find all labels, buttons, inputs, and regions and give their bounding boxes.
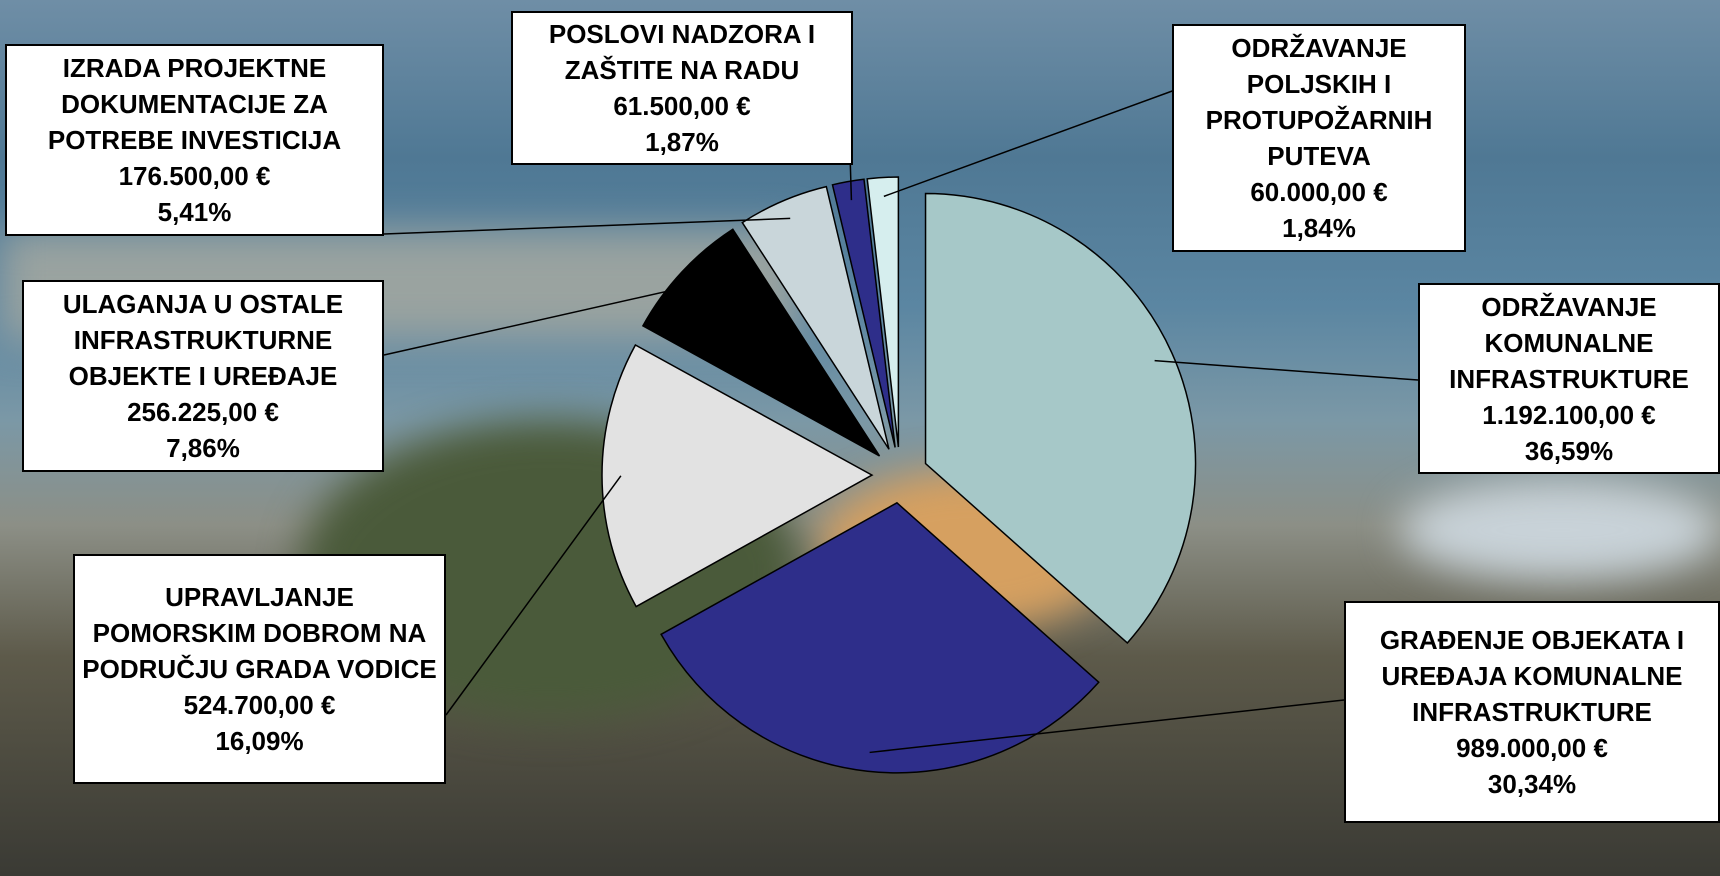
bg-umbrella [1400, 480, 1720, 580]
label-name: ODRŽAVANJE KOMUNALNE INFRASTRUKTURE [1449, 291, 1689, 394]
pie-slice [831, 178, 896, 448]
slice-label: ODRŽAVANJE POLJSKIH I PROTUPOŽARNIH PUTE… [1172, 24, 1466, 252]
leader-line [445, 475, 622, 716]
pie-slice [741, 185, 890, 450]
label-value: 1.192.100,00 € [1482, 399, 1656, 430]
pie-slice [924, 192, 1197, 644]
slice-label: GRAĐENJE OBJEKATA I UREĐAJA KOMUNALNE IN… [1344, 601, 1720, 823]
leader-line [1154, 359, 1419, 381]
label-value: 1,84% [1282, 213, 1356, 243]
pie-slice [660, 501, 1100, 774]
label-value: 60.000,00 € [1250, 177, 1388, 207]
label-name: POSLOVI NADZORA I ZAŠTITE NA RADU [548, 19, 816, 85]
slice-label: IZRADA PROJEKTNE DOKUMENTACIJE ZA POTREB… [5, 44, 384, 236]
label-value: 16,09% [215, 726, 304, 756]
label-name: GRAĐENJE OBJEKATA I UREĐAJA KOMUNALNE IN… [1379, 625, 1685, 727]
slice-label: POSLOVI NADZORA I ZAŠTITE NA RADU 61.500,… [511, 11, 853, 165]
leader-line [383, 284, 696, 356]
label-name: ODRŽAVANJE POLJSKIH I PROTUPOŽARNIH PUTE… [1205, 33, 1433, 171]
slice-label: UPRAVLJANJE POMORSKIM DOBROM NA PODRUČJU… [73, 554, 446, 784]
label-value: 61.500,00 € [613, 91, 751, 121]
slice-label: ULAGANJA U OSTALE INFRASTRUKTURNE OBJEKT… [22, 280, 384, 472]
label-value: 524.700,00 € [183, 690, 336, 720]
leader-line [383, 217, 791, 235]
label-value: 256.225,00 € [127, 397, 279, 427]
label-value: 1,87% [645, 127, 719, 157]
pie-slice [601, 344, 874, 608]
label-value: 7,86% [166, 433, 240, 463]
label-value: 176.500,00 € [118, 161, 271, 191]
label-value: 30,34% [1487, 769, 1577, 799]
label-value: 5,41% [157, 197, 232, 227]
slice-label: ODRŽAVANJE KOMUNALNE INFRASTRUKTURE 1.192… [1418, 283, 1720, 474]
label-value: 989.000,00 € [1456, 733, 1608, 763]
pie-slice [866, 176, 900, 448]
leader-line [869, 699, 1345, 754]
leader-line [883, 89, 1176, 198]
label-name: UPRAVLJANJE POMORSKIM DOBROM NA PODRUČJU… [82, 582, 437, 684]
label-name: IZRADA PROJEKTNE DOKUMENTACIJE ZA POTREB… [47, 53, 342, 155]
label-name: ULAGANJA U OSTALE INFRASTRUKTURNE OBJEKT… [62, 289, 344, 391]
label-value: 36,59% [1524, 435, 1614, 466]
pie-slice [641, 228, 881, 457]
